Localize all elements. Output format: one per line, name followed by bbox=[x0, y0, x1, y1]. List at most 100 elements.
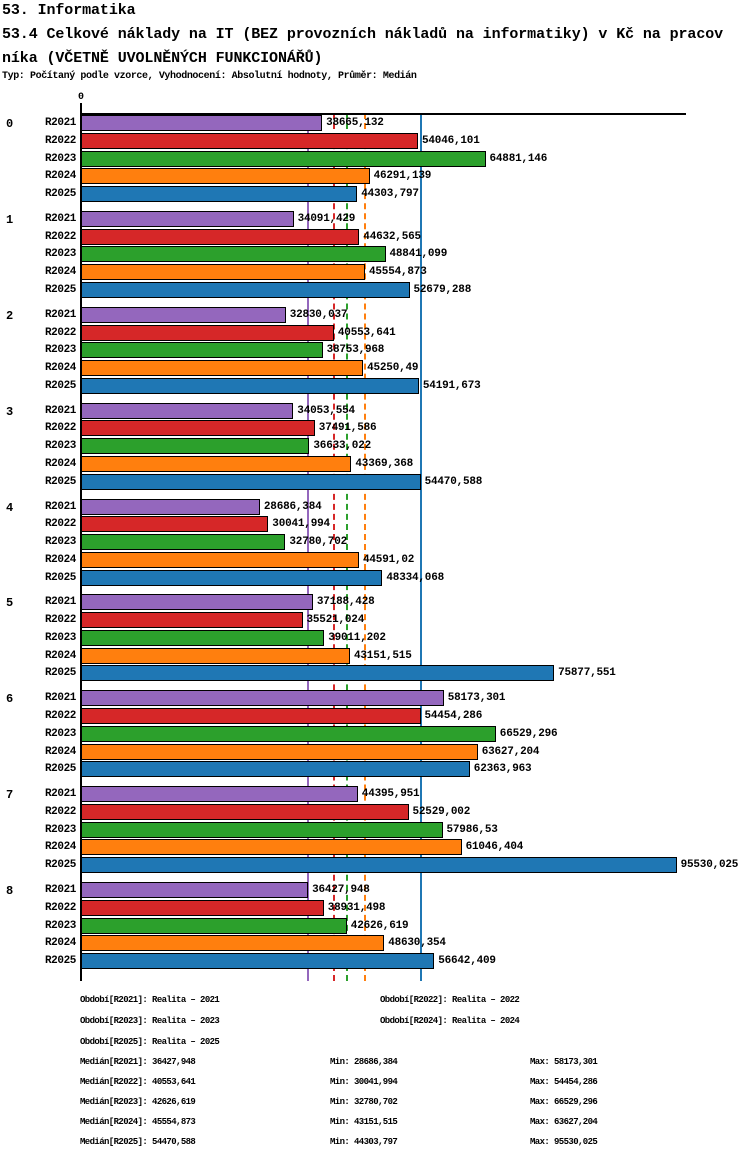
median-line-r2024 bbox=[364, 113, 367, 981]
bar-r2022 bbox=[81, 324, 334, 341]
legend-item: Období[R2022]: Realita – 2022 bbox=[380, 995, 520, 1005]
year-tick-label: R2025 bbox=[44, 283, 76, 296]
bar-r2024 bbox=[81, 551, 359, 568]
year-tick-label: R2025 bbox=[44, 188, 76, 200]
bar-value-label: 43151,515 bbox=[354, 649, 412, 662]
bar-r2024 bbox=[81, 264, 365, 281]
report-title-line1: 53. Informatika bbox=[2, 2, 136, 19]
bar-value-label: 48334,068 bbox=[386, 571, 445, 584]
group-label-7: 7 bbox=[6, 788, 14, 803]
stat-median: Medián[R2022]: 40553,641 bbox=[80, 1077, 196, 1087]
bar-value-label: 39011,202 bbox=[328, 631, 386, 644]
bar-value-label: 63627,204 bbox=[481, 745, 540, 758]
bar-r2025 bbox=[81, 857, 677, 874]
year-tick-label: R2021 bbox=[44, 788, 76, 801]
year-tick-label: R2025 bbox=[44, 859, 76, 872]
bar-value-label: 38931,498 bbox=[327, 901, 386, 914]
stat-median: Medián[R2023]: 42626,619 bbox=[80, 1097, 196, 1107]
stat-min: Min: 32780,702 bbox=[330, 1097, 398, 1107]
bar-value-label: 44395,951 bbox=[361, 788, 420, 801]
bar-value-label: 75877,551 bbox=[558, 667, 616, 680]
bar-r2022 bbox=[81, 803, 409, 820]
bar-r2023 bbox=[81, 246, 386, 263]
bar-value-label: 38753,968 bbox=[326, 344, 385, 357]
bar-r2025 bbox=[81, 665, 555, 682]
bar-value-label: 36427,948 bbox=[312, 884, 370, 896]
bar-value-label: 37491,586 bbox=[318, 422, 377, 435]
bar-value-label: 61046,404 bbox=[465, 841, 524, 854]
stat-max: Max: 54454,286 bbox=[530, 1077, 598, 1087]
bar-value-label: 44632,565 bbox=[363, 230, 421, 243]
bar-value-label: 37188,428 bbox=[316, 596, 375, 609]
year-tick-label: R2021 bbox=[44, 404, 76, 417]
year-tick-label: R2022 bbox=[44, 901, 76, 914]
report-title-line3: níka (VČETNĚ UVOLNĚNÝCH FUNKCIONÁŘŮ) bbox=[2, 50, 323, 67]
bar-value-label: 32780,702 bbox=[289, 536, 348, 548]
year-tick-label: R2022 bbox=[44, 326, 76, 339]
stat-median: Medián[R2021]: 36427,948 bbox=[80, 1057, 196, 1067]
bar-value-label: 56642,409 bbox=[438, 955, 496, 967]
bar-value-label: 52529,002 bbox=[412, 805, 471, 818]
bar-r2024 bbox=[81, 455, 352, 472]
year-tick-label: R2023 bbox=[44, 727, 76, 740]
year-tick-label: R2024 bbox=[44, 937, 76, 950]
year-tick-label: R2022 bbox=[44, 614, 76, 627]
year-tick-label: R2024 bbox=[44, 745, 76, 758]
year-tick-label: R2023 bbox=[44, 344, 76, 357]
bar-value-label: 95530,025 bbox=[680, 859, 739, 872]
year-tick-label: R2023 bbox=[44, 823, 76, 836]
year-tick-label: R2023 bbox=[44, 631, 76, 644]
bar-value-label: 58173,301 bbox=[447, 692, 506, 705]
year-tick-label: R2023 bbox=[44, 152, 76, 165]
year-tick-label: R2023 bbox=[44, 248, 76, 261]
bar-value-label: 38665,132 bbox=[326, 117, 384, 129]
x-axis-top-line bbox=[81, 113, 686, 115]
bar-value-label: 35521,024 bbox=[306, 614, 365, 627]
axis-zero-label: 0 bbox=[77, 92, 84, 103]
bar-r2022 bbox=[81, 516, 269, 533]
legend-item: Období[R2021]: Realita – 2021 bbox=[80, 995, 220, 1005]
bar-r2021 bbox=[81, 786, 358, 803]
bar-value-label: 43369,368 bbox=[355, 457, 414, 470]
bar-r2021 bbox=[81, 210, 294, 227]
bar-r2021 bbox=[81, 115, 323, 131]
stat-median: Medián[R2025]: 54470,588 bbox=[80, 1137, 196, 1147]
bar-value-label: 44591,02 bbox=[363, 553, 415, 566]
bar-value-label: 66529,296 bbox=[499, 727, 558, 740]
year-tick-label: R2021 bbox=[44, 884, 76, 896]
bar-value-label: 48630,354 bbox=[388, 937, 446, 950]
bar-value-label: 46291,139 bbox=[373, 170, 432, 183]
stat-max: Max: 58173,301 bbox=[530, 1057, 598, 1067]
bar-r2021 bbox=[81, 498, 260, 515]
group-label-5: 5 bbox=[6, 596, 14, 611]
bar-value-label: 45250,49 bbox=[367, 362, 419, 374]
bar-value-label: 54191,673 bbox=[422, 379, 481, 392]
bar-value-label: 54454,286 bbox=[424, 710, 483, 722]
legend-item: Období[R2024]: Realita – 2024 bbox=[380, 1016, 520, 1026]
year-tick-label: R2024 bbox=[44, 266, 76, 279]
bar-r2023 bbox=[81, 342, 323, 359]
bar-r2021 bbox=[81, 594, 313, 611]
year-tick-label: R2025 bbox=[44, 571, 76, 584]
group-label-4: 4 bbox=[6, 500, 14, 515]
bar-r2025 bbox=[81, 281, 410, 298]
group-label-3: 3 bbox=[6, 404, 14, 419]
year-tick-label: R2025 bbox=[44, 763, 76, 776]
bar-r2024 bbox=[81, 743, 478, 760]
median-line-r2021 bbox=[307, 113, 310, 981]
year-tick-label: R2022 bbox=[44, 805, 76, 818]
bar-r2025 bbox=[81, 473, 421, 490]
bar-value-label: 57986,53 bbox=[446, 823, 498, 836]
bar-r2021 bbox=[81, 690, 444, 707]
year-tick-label: R2021 bbox=[44, 212, 76, 225]
bar-r2021 bbox=[81, 306, 286, 323]
year-tick-label: R2025 bbox=[44, 955, 76, 967]
stat-max: Max: 95530,025 bbox=[530, 1137, 598, 1147]
group-label-1: 1 bbox=[6, 212, 14, 227]
year-tick-label: R2022 bbox=[44, 518, 76, 531]
year-tick-label: R2023 bbox=[44, 536, 76, 548]
year-tick-label: R2024 bbox=[44, 649, 76, 662]
bar-value-label: 30041,994 bbox=[272, 518, 330, 531]
bar-r2022 bbox=[81, 228, 360, 245]
